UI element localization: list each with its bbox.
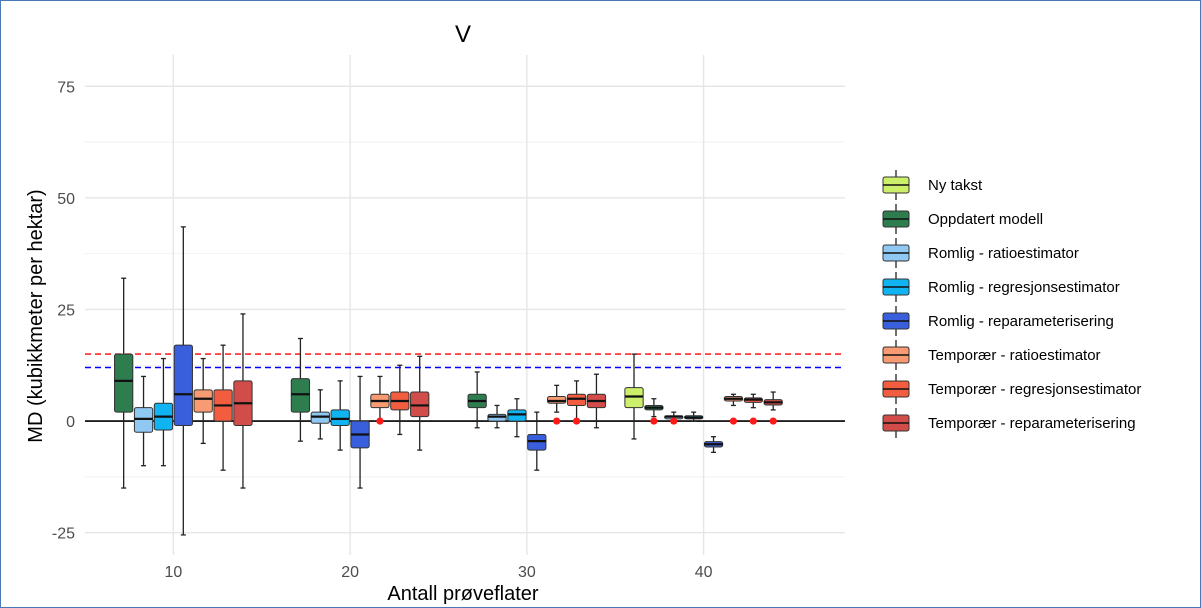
- box-30-2: [467, 371, 487, 429]
- box-40-8: [763, 391, 783, 411]
- legend-item: Romlig - ratioestimator: [882, 238, 1079, 268]
- point-marker: [572, 417, 581, 425]
- box-30-7: [566, 380, 587, 422]
- box-30-6: [547, 384, 567, 413]
- legend-item: Temporær - reparameterisering: [882, 408, 1136, 438]
- box-body: [487, 413, 507, 422]
- legend-item: Temporær - regresjonsestimator: [882, 374, 1141, 404]
- box-20-3: [310, 389, 330, 440]
- legend-label: Romlig - ratioestimator: [928, 245, 1079, 262]
- y-axis-title: MD (kubikkmeter per hektar): [25, 189, 47, 442]
- x-tick-label: 20: [341, 564, 359, 581]
- legend-item: Oppdatert modell: [882, 204, 1043, 234]
- legend: Ny takst Oppdatert modell Romlig - ratioes…: [882, 170, 1141, 438]
- box-10-3: [133, 375, 154, 467]
- chart-title: V: [455, 21, 471, 48]
- y-tick-label: 0: [66, 414, 75, 431]
- box-20-6: [370, 375, 390, 422]
- box-40-2: [644, 398, 664, 418]
- box-10-7: [213, 344, 233, 471]
- legend-item: Romlig - regresjonsestimator: [882, 272, 1120, 302]
- box-body: [290, 378, 311, 413]
- box-20-2: [290, 337, 311, 442]
- point-marker: [670, 417, 678, 425]
- box-30-4: [507, 398, 527, 438]
- box-40-6: [723, 393, 744, 407]
- box-10-6: [193, 357, 213, 445]
- grid-layer: [85, 55, 845, 555]
- box-40-4: [684, 411, 704, 422]
- box-20-5: [350, 375, 370, 489]
- y-tick-label: -25: [52, 526, 75, 543]
- y-tick-labels: -25 0 25 50 75: [52, 79, 75, 542]
- x-tick-label: 40: [695, 564, 713, 581]
- legend-label: Romlig - regresjonsestimator: [928, 279, 1120, 296]
- box-20-4: [330, 380, 350, 451]
- point-marker: [376, 417, 384, 425]
- box-body: [410, 391, 430, 418]
- box-10-4: [153, 357, 174, 467]
- y-tick-label: 75: [57, 79, 75, 96]
- legend-label: Ny takst: [928, 177, 983, 194]
- box-body: [547, 396, 567, 404]
- x-tick-label: 30: [518, 564, 536, 581]
- point-marker: [769, 417, 777, 425]
- box-30-3: [487, 404, 507, 429]
- x-tick-labels: 10 20 30 40: [164, 564, 712, 581]
- point-marker: [749, 417, 757, 425]
- box-10-8: [233, 313, 253, 489]
- box-30-8: [586, 373, 607, 429]
- point-marker: [553, 417, 561, 425]
- y-tick-label: 25: [57, 302, 75, 319]
- boxes-layer: [114, 226, 783, 536]
- reference-lines: [85, 353, 845, 422]
- box-body: [566, 393, 587, 406]
- box-body: [310, 411, 330, 424]
- x-tick-label: 10: [164, 564, 182, 581]
- box-body: [624, 387, 644, 409]
- x-axis-title: Antall prøveflater: [387, 583, 539, 605]
- box-20-7: [390, 364, 410, 436]
- box-body: [193, 389, 213, 413]
- legend-item: Temporær - ratioestimator: [882, 340, 1101, 370]
- box-body: [133, 407, 154, 433]
- box-body: [527, 433, 547, 451]
- legend-label: Temporær - ratioestimator: [928, 347, 1101, 364]
- legend-label: Temporær - regresjonsestimator: [928, 381, 1141, 398]
- legend-label: Oppdatert modell: [928, 211, 1043, 228]
- box-body: [330, 409, 350, 427]
- point-marker: [729, 417, 738, 425]
- box-40-7: [743, 393, 763, 409]
- y-tick-label: 50: [57, 191, 75, 208]
- points-layer: [376, 417, 777, 425]
- box-10-5: [173, 226, 193, 536]
- point-marker: [650, 417, 658, 425]
- legend-label: Romlig - reparameterisering: [928, 313, 1114, 330]
- legend-item: Ny takst: [882, 170, 983, 200]
- legend-label: Temporær - reparameterisering: [928, 415, 1136, 432]
- box-30-5: [527, 411, 547, 471]
- box-40-1: [624, 353, 644, 440]
- box-10-2: [114, 277, 134, 489]
- box-20-8: [410, 355, 430, 451]
- box-40-5: [703, 436, 724, 453]
- legend-item: Romlig - reparameterisering: [882, 306, 1114, 336]
- box-body: [173, 344, 193, 427]
- box-body: [507, 409, 527, 422]
- box-body: [114, 353, 134, 413]
